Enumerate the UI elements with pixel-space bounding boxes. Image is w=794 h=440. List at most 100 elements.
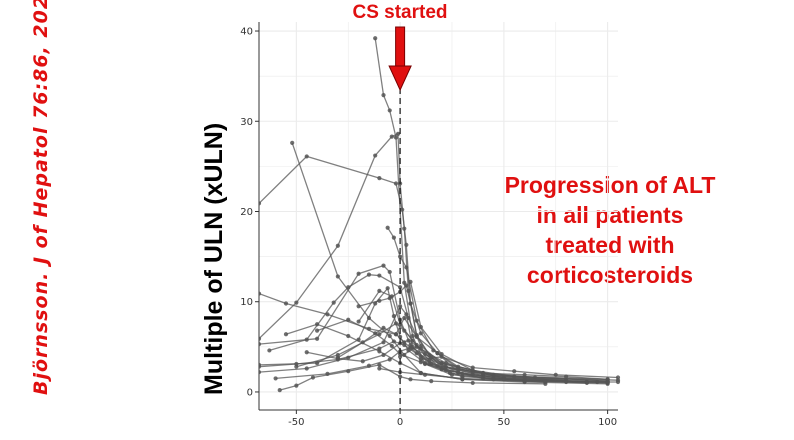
data-point (605, 377, 610, 382)
series-line (259, 292, 608, 383)
data-point (418, 357, 423, 362)
series-line (259, 264, 587, 383)
data-point (294, 364, 299, 369)
data-point (259, 201, 262, 206)
data-point (277, 388, 282, 393)
data-point (429, 379, 434, 384)
data-point (304, 366, 309, 371)
data-point (335, 243, 340, 248)
data-point (283, 332, 289, 337)
x-tick-label: 50 (497, 417, 510, 428)
data-point (273, 376, 278, 381)
data-point (335, 356, 340, 361)
patient-series (259, 263, 589, 385)
data-point (408, 279, 413, 284)
data-point (346, 369, 351, 374)
data-point (398, 254, 403, 259)
x-tick-label: 0 (397, 417, 403, 428)
data-point (404, 312, 409, 317)
data-point (410, 338, 415, 343)
data-point (304, 350, 309, 355)
axes: 0 10 20 30 40 -50 0 50 100 (240, 22, 618, 428)
series-line (259, 132, 608, 384)
data-point (435, 351, 440, 356)
data-point (404, 283, 409, 288)
cs-started-label: CS started (352, 2, 448, 23)
data-point (584, 379, 589, 385)
data-point (335, 274, 340, 279)
data-point (410, 333, 415, 339)
data-point (259, 291, 262, 296)
cs-arrow-shaft (395, 26, 406, 68)
patient-series (373, 36, 610, 386)
grid (259, 22, 618, 410)
data-point (267, 348, 272, 353)
data-point (387, 333, 392, 339)
data-point (398, 354, 403, 359)
data-point (377, 366, 382, 371)
data-point (408, 301, 413, 306)
data-point (315, 336, 320, 341)
data-point (470, 365, 475, 370)
data-point (439, 354, 444, 359)
series-line (316, 319, 473, 376)
series-line (420, 356, 619, 379)
data-point (356, 319, 361, 324)
data-point (356, 271, 361, 276)
data-point (398, 374, 403, 379)
data-point (356, 304, 361, 309)
data-point (377, 288, 382, 293)
patient-series (377, 366, 589, 385)
data-point (402, 315, 407, 321)
data-point (406, 338, 411, 343)
data-point (346, 285, 351, 290)
data-point (393, 181, 399, 186)
series-line (291, 142, 608, 385)
annotation-line: corticosteroids (526, 262, 694, 288)
data-point (398, 285, 403, 290)
data-point (443, 360, 448, 366)
annotation-line: in all patients (536, 202, 684, 228)
data-point (414, 344, 419, 349)
data-point (470, 380, 475, 386)
data-point (315, 328, 320, 333)
data-point (404, 265, 409, 270)
data-point (304, 337, 309, 342)
data-point (391, 314, 396, 319)
data-point (427, 358, 432, 363)
data-point (346, 355, 351, 360)
data-point (381, 263, 386, 268)
data-point (385, 286, 390, 291)
x-tick-label: -50 (288, 417, 304, 428)
data-point (259, 336, 262, 341)
data-point (393, 321, 399, 326)
data-point (360, 340, 365, 345)
data-point (522, 372, 527, 377)
data-point (356, 337, 361, 342)
patient-series (290, 140, 610, 386)
data-point (310, 375, 316, 380)
data-point (389, 134, 394, 139)
data-point (366, 272, 372, 277)
data-point (294, 300, 299, 305)
data-point (283, 301, 289, 306)
data-point (418, 324, 423, 330)
data-point (393, 332, 399, 337)
series-line (259, 155, 618, 383)
patient-series (418, 354, 621, 380)
data-point (381, 340, 386, 345)
data-point (346, 317, 351, 322)
data-point (290, 140, 295, 146)
data-point (408, 345, 413, 350)
data-point (360, 359, 365, 364)
data-point (259, 370, 262, 375)
annotation-line: Progression of ALT (504, 172, 716, 198)
patient-series (259, 291, 610, 385)
progression-annotation: Progression of ALT in all patients treat… (470, 170, 750, 290)
data-point (387, 108, 392, 113)
data-point (398, 322, 403, 327)
data-point (373, 153, 378, 158)
data-point (393, 135, 399, 140)
data-point (294, 383, 299, 388)
